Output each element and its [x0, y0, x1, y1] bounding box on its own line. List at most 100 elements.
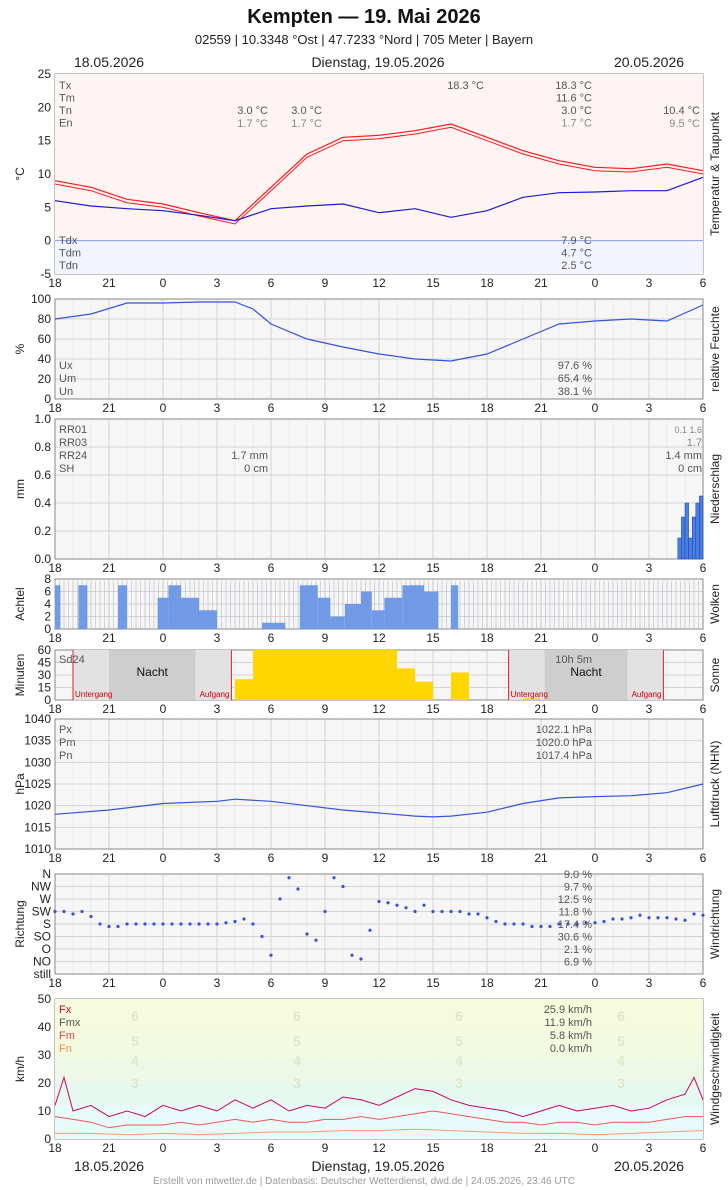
x-tick-label: 18 [480, 1141, 494, 1155]
x-tick-label: 6 [268, 631, 275, 645]
x-tick-label: 18 [48, 276, 62, 290]
beaufort-label: 5 [293, 1033, 301, 1049]
y-axis-label: °C [13, 167, 27, 181]
wind-direction-point [350, 953, 354, 957]
date-center-bottom: Dienstag, 19.05.2026 [311, 1158, 444, 1174]
wind-direction-share: 11.8 % [559, 907, 593, 919]
x-tick-label: 6 [700, 702, 707, 716]
x-tick-label: 3 [214, 702, 221, 716]
wind-direction-point [53, 909, 57, 914]
x-tick-label: 6 [700, 276, 707, 290]
cloud-bar [330, 616, 345, 629]
y-tick-label: N [42, 867, 51, 881]
x-tick-label: 9 [322, 976, 329, 990]
beaufort-label: 3 [131, 1075, 139, 1091]
wind-direction-point [413, 909, 417, 914]
x-tick-label: 6 [268, 976, 275, 990]
station-info: 02559 | 10.3348 °Ost | 47.7233 °Nord | 7… [194, 32, 534, 47]
temp-day1-en: 1.7 °C [237, 118, 268, 130]
y-tick-label: 45 [38, 656, 52, 670]
wind-direction-share: 9.0 % [564, 869, 592, 881]
cloud-bar [157, 597, 169, 629]
cloud-bar [181, 597, 199, 629]
wind-direction-point [332, 876, 336, 880]
y-tick-label: 20 [38, 1076, 52, 1090]
wind-direction-point [62, 909, 66, 914]
side-label: Luftdruck (NHN) [708, 741, 722, 828]
temp-day2-value: 1.7 °C [561, 118, 592, 130]
wind-direction-point [386, 901, 390, 905]
cloud-bar [78, 585, 88, 629]
y-tick-label: 30 [38, 668, 52, 682]
cloud-bar [299, 585, 318, 629]
x-tick-label: 3 [214, 401, 221, 415]
precip-legend-label: RR03 [59, 437, 87, 449]
sunshine-bar [307, 650, 325, 700]
sunset-label: Untergang [511, 690, 548, 699]
x-tick-label: 18 [48, 976, 62, 990]
x-tick-label: 12 [372, 401, 386, 415]
x-tick-label: 18 [48, 631, 62, 645]
y-axis-label: mm [13, 479, 27, 499]
x-tick-label: 6 [700, 976, 707, 990]
y-tick-label: 10 [38, 1104, 52, 1118]
precip-day2-rr24: 1.4 mm [665, 450, 702, 462]
sunshine-bar [379, 650, 397, 700]
wind-direction-point [458, 909, 462, 914]
x-tick-label: 12 [372, 1141, 386, 1155]
y-tick-label: 0 [44, 1132, 51, 1146]
wind-direction-share: 30.6 % [558, 932, 592, 944]
wind-direction-point [404, 906, 408, 910]
precip-bar [688, 537, 693, 560]
temp-cold-area [55, 240, 703, 274]
y-tick-label: 0 [44, 234, 51, 248]
x-tick-label: 21 [102, 561, 116, 575]
x-tick-label: 21 [534, 561, 548, 575]
x-tick-label: 18 [480, 702, 494, 716]
wind-direction-point [494, 919, 498, 924]
beaufort-label: 4 [131, 1053, 139, 1069]
x-tick-label: 3 [646, 1141, 653, 1155]
temp-legend-label: Tn [59, 105, 72, 117]
sunshine-value: 10h 5m [555, 654, 592, 666]
y-tick-label: 8 [44, 572, 51, 586]
x-tick-label: 12 [372, 851, 386, 865]
beaufort-band [55, 1083, 703, 1106]
x-tick-label: 18 [480, 401, 494, 415]
x-tick-label: 6 [268, 401, 275, 415]
sunshine-bar [523, 698, 541, 700]
x-tick-label: 0 [592, 561, 599, 575]
x-tick-label: 21 [102, 1141, 116, 1155]
side-label: Wolken [708, 584, 722, 624]
sunshine-bar [325, 650, 343, 700]
side-label: Windrichtung [708, 889, 722, 959]
wind-direction-share: 6.9 % [564, 957, 592, 969]
humidity-line [54, 301, 704, 362]
beaufort-label: 6 [131, 1008, 139, 1024]
wind-legend-label: Fx [59, 1004, 72, 1016]
wind-direction-point [557, 922, 561, 926]
wind-legend-label: Fm [59, 1030, 75, 1042]
y-tick-label: 0.8 [34, 440, 51, 454]
x-tick-label: 12 [372, 276, 386, 290]
precip-bar [691, 516, 697, 560]
night-label: Nacht [137, 665, 169, 679]
y-tick-label: O [42, 942, 51, 956]
beaufort-label: 5 [131, 1033, 139, 1049]
wind-direction-point [359, 957, 363, 961]
sunrise-label: Aufgang [632, 690, 662, 699]
wind-direction-point [278, 897, 282, 901]
y-tick-label: 1020 [24, 799, 51, 813]
temp-max-mark: 18.3 °C [447, 80, 484, 92]
x-tick-label: 3 [646, 631, 653, 645]
pressure-value: 1022.1 hPa [536, 724, 593, 736]
x-tick-label: 9 [322, 401, 329, 415]
x-tick-label: 21 [102, 976, 116, 990]
x-tick-label: 6 [268, 561, 275, 575]
wind-direction-point [476, 912, 480, 916]
x-tick-label: 3 [646, 561, 653, 575]
beaufort-label: 6 [455, 1008, 463, 1024]
x-tick-label: 15 [426, 1141, 440, 1155]
date-left: 18.05.2026 [74, 54, 144, 70]
precip-bar [695, 502, 700, 560]
